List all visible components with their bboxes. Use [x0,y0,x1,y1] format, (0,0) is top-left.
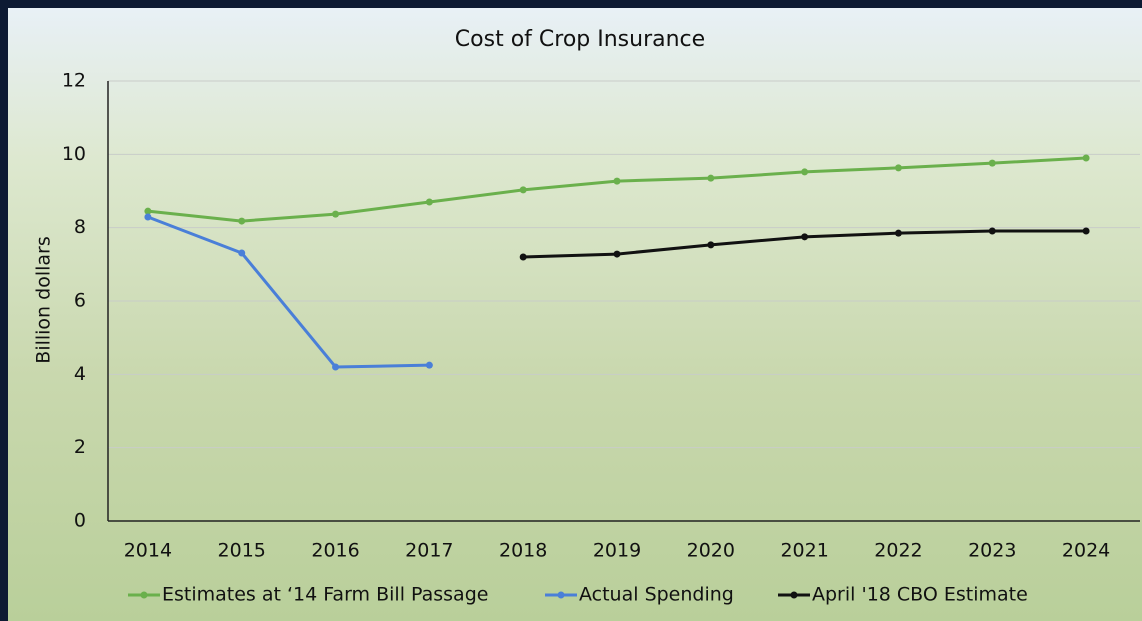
data-point [613,250,621,258]
data-point [801,168,809,176]
y-tick-label: 12 [62,70,86,92]
x-tick-label: 2015 [218,540,266,562]
data-point [988,159,996,167]
legend-marker [140,591,148,599]
data-point [1082,154,1090,162]
x-tick-label: 2017 [405,540,453,562]
data-point [238,249,246,257]
x-tick-label: 2014 [124,540,172,562]
data-point [238,217,246,225]
x-tick-label: 2023 [968,540,1016,562]
data-point [425,198,433,206]
background [8,8,1142,621]
data-point [988,227,996,235]
data-point [144,213,152,221]
data-point [519,186,527,194]
x-tick-label: 2020 [687,540,735,562]
y-tick-label: 2 [74,436,86,458]
y-tick-label: 6 [74,290,86,312]
data-point [332,210,340,218]
x-tick-label: 2019 [593,540,641,562]
data-point [144,207,152,215]
x-tick-label: 2018 [499,540,547,562]
x-tick-label: 2024 [1062,540,1110,562]
data-point [707,241,715,249]
data-point [332,363,340,371]
legend-marker [557,591,565,599]
x-tick-label: 2021 [780,540,828,562]
data-point [613,177,621,185]
legend-label: Actual Spending [579,584,734,606]
y-tick-label: 10 [62,143,86,165]
y-tick-label: 4 [74,363,86,385]
y-axis-label: Billion dollars [33,236,55,363]
data-point [707,174,715,182]
y-tick-label: 8 [74,216,86,238]
chart-title: Cost of Crop Insurance [455,27,705,52]
data-point [425,361,433,369]
legend-marker [790,591,798,599]
legend-label: April '18 CBO Estimate [812,584,1028,606]
x-tick-label: 2016 [311,540,359,562]
data-point [894,229,902,237]
data-point [801,233,809,241]
series-line [147,215,430,369]
data-point [1082,227,1090,235]
x-tick-label: 2022 [874,540,922,562]
legend-label: Estimates at ‘14 Farm Bill Passage [162,584,488,606]
y-tick-label: 0 [74,510,86,532]
data-point [519,253,527,261]
data-point [894,164,902,172]
